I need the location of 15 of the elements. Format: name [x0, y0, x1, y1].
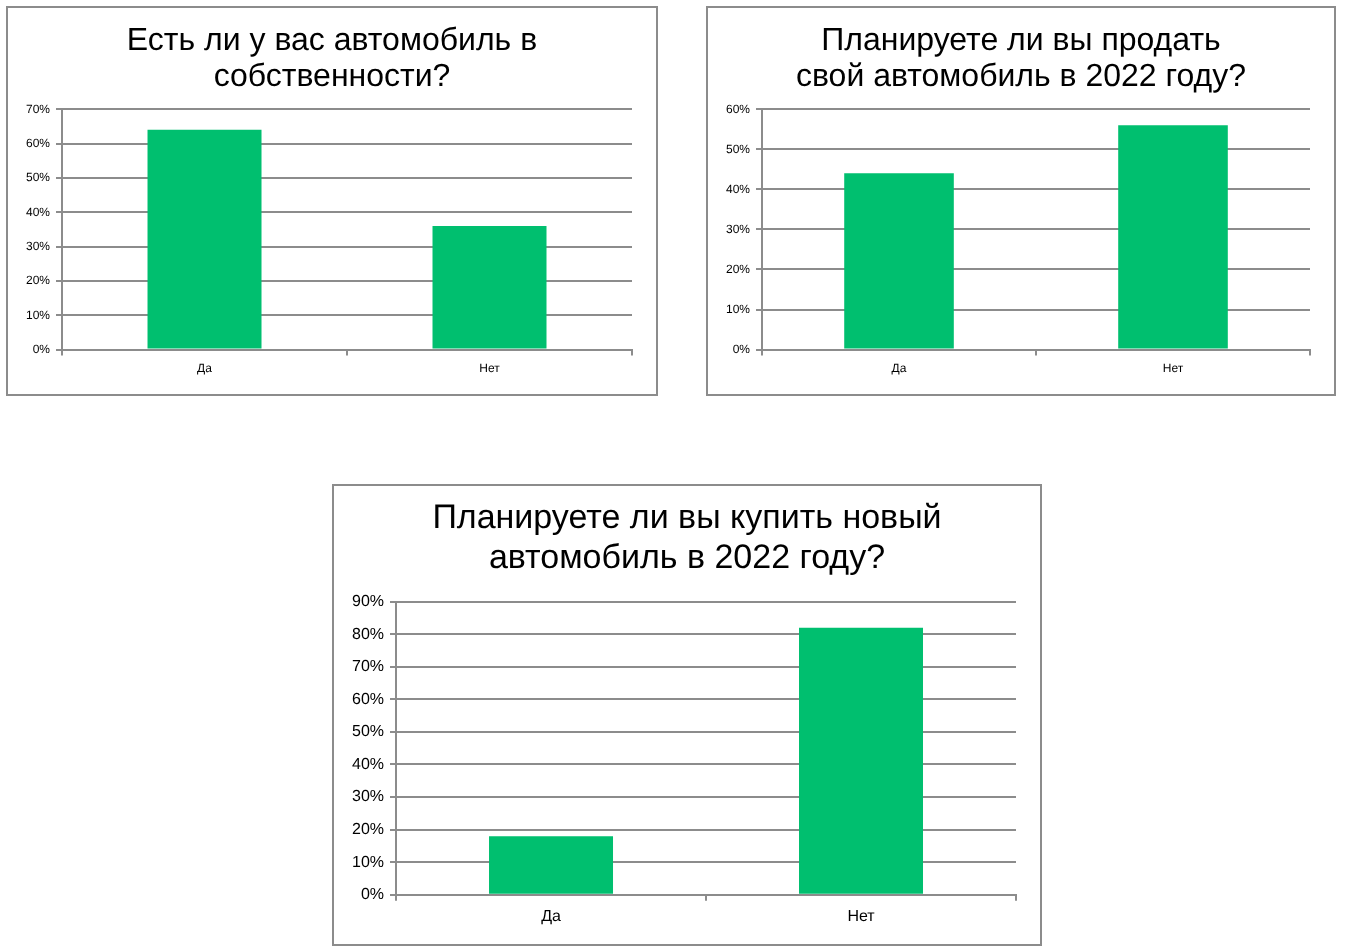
y-tick-label: 90%: [351, 592, 385, 611]
chart-title: Планируете ли вы купить новый автомобиль в 2022 году?: [430, 498, 944, 577]
y-tick-label: 60%: [351, 689, 385, 708]
y-tick-label: 40%: [351, 754, 385, 773]
y-tick-label: 30%: [351, 787, 385, 806]
y-tick-label: 80%: [351, 624, 385, 643]
y-tick-label: 20%: [351, 820, 385, 839]
y-tick-label: 0%: [360, 885, 385, 904]
x-tick-label: Да: [541, 906, 562, 925]
x-tick-label: Нет: [847, 906, 876, 925]
y-tick-label: 70%: [351, 657, 385, 676]
chart-title: Планируете ли вы продать свой автомобиль в 2022 году?: [793, 24, 1249, 98]
y-tick-label: 10%: [351, 852, 385, 871]
chart-title: Есть ли у вас автомобиль в собственности?: [124, 24, 540, 98]
y-tick-label: 50%: [351, 722, 385, 741]
